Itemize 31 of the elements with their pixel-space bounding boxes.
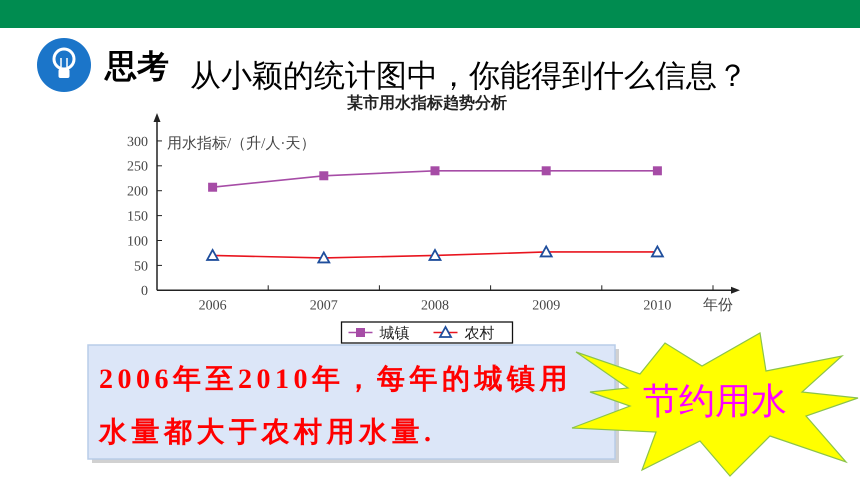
x-tick-label: 2008: [421, 298, 449, 314]
y-tick-label: 300: [127, 134, 148, 150]
y-tick-label: 100: [127, 234, 148, 250]
text: 节约用水: [643, 380, 787, 421]
y-tick-label: 0: [141, 284, 148, 300]
point: [542, 166, 551, 176]
legend-label: 农村: [464, 324, 494, 342]
x-tick-label: 2009: [532, 298, 560, 314]
text: 2006年至2010年，每年的城镇用水量都大于农村用水量.: [99, 363, 573, 450]
point: [206, 249, 219, 261]
y-axis-title: 用水指标/（升/人·天）: [167, 135, 316, 152]
point: [317, 252, 330, 264]
x-tick-label: 2006: [198, 298, 227, 314]
point: [652, 166, 662, 176]
legend-label: 城镇: [378, 324, 410, 342]
y-tick-label: 250: [127, 160, 148, 175]
y-tick-label: 150: [127, 210, 148, 225]
x-axis-title: 年份: [703, 296, 733, 314]
y-tick-label: 200: [127, 184, 148, 200]
chart-title: 某市用水指标趋势分析: [346, 94, 507, 112]
point: [428, 249, 442, 261]
y-tick-label: 50: [134, 259, 148, 274]
point: [540, 246, 553, 258]
point: [430, 166, 440, 176]
text: 思考: [104, 48, 169, 84]
point: [208, 182, 218, 192]
text: 从小颖的统计图中，你能得到什么信息？: [190, 58, 748, 93]
point: [651, 246, 664, 258]
x-tick-label: 2010: [643, 298, 672, 314]
point: [319, 171, 328, 180]
x-tick-label: 2007: [310, 298, 338, 314]
